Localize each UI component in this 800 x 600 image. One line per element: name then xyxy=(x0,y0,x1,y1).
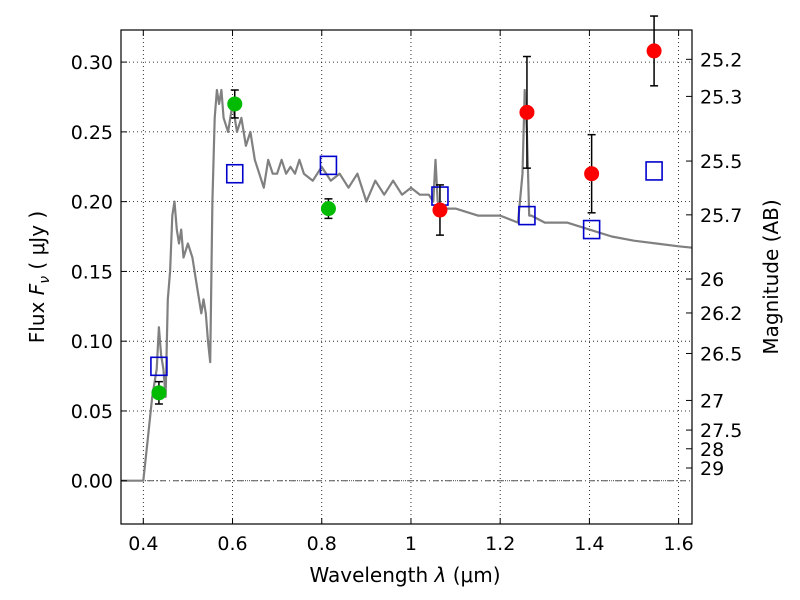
x-tick-label: 1.4 xyxy=(574,533,604,555)
y-tick-label: 0.30 xyxy=(71,52,113,74)
y-tick-label: 0.15 xyxy=(71,261,113,283)
y-tick-label: 0.20 xyxy=(71,192,113,214)
photometry-point xyxy=(584,166,600,182)
y-tick-label: 0.10 xyxy=(71,331,113,353)
x-tick-label: 1 xyxy=(405,533,417,555)
model-photometry-square xyxy=(225,163,244,184)
y2-tick-label: 29 xyxy=(700,458,724,480)
x-tick-label: 0.4 xyxy=(128,533,158,555)
y2-tick-label: 25.2 xyxy=(700,49,742,71)
x-tick-label: 0.8 xyxy=(307,533,337,555)
x-axis-label-text: Wavelength xyxy=(309,563,428,587)
y2-tick-label: 25.7 xyxy=(700,205,742,227)
model-photometry-square xyxy=(645,161,663,181)
y-axis-label: Flux Fν ( μJy ) xyxy=(25,211,53,343)
y-tick-label: 0.25 xyxy=(71,122,113,144)
y2-tick-label: 26.5 xyxy=(700,343,742,365)
model-photometry-square xyxy=(319,155,338,176)
spectrum-line xyxy=(121,88,693,482)
photometry-point xyxy=(320,201,336,217)
y2-tick-label: 26.2 xyxy=(700,303,742,325)
series-optical-photometry xyxy=(151,89,336,405)
photometry-point xyxy=(151,385,167,401)
y-tick-label: 0.00 xyxy=(71,471,113,493)
plot-layer xyxy=(121,15,693,482)
y2-tick-label: 27 xyxy=(700,390,724,412)
photometry-point xyxy=(432,202,448,218)
x-axis-label: Wavelength λ (μm) xyxy=(309,563,500,587)
x-axis-symbol: λ xyxy=(434,563,447,587)
y-tick-label: 0.05 xyxy=(71,401,113,423)
photometry-point xyxy=(519,104,535,120)
y2-tick-label: 25.3 xyxy=(700,86,742,108)
y-axis-symbol: F xyxy=(25,283,49,295)
y2-axis-label: Magnitude (AB) xyxy=(759,199,783,354)
x-axis-unit: (μm) xyxy=(453,563,501,587)
y-axis-label-text: Flux xyxy=(25,301,49,343)
x-tick-label: 0.6 xyxy=(217,533,247,555)
photometry-point xyxy=(227,96,243,112)
series-near-IR-photometry xyxy=(432,15,662,236)
y2-tick-label: 27.5 xyxy=(700,420,742,442)
model-photometry-square xyxy=(582,219,601,240)
x-tick-label: 1.2 xyxy=(485,533,515,555)
axis-ticks: 0.4 0.6 0.8 1 1.2 1.4 1.6 0.00 0.05 0.10 0.15 0.20 0… xyxy=(71,30,742,555)
x-tick-label: 1.6 xyxy=(664,533,694,555)
y-axis-unit: ( μJy ) xyxy=(25,211,49,270)
y-axis-subscript: ν xyxy=(37,276,53,284)
series-model-spectrum xyxy=(121,88,693,482)
plot-frame xyxy=(120,29,693,525)
y2-tick-label: 28 xyxy=(700,439,724,461)
photometry-point xyxy=(646,43,662,59)
y2-tick-label: 26 xyxy=(700,269,724,291)
y2-tick-label: 25.5 xyxy=(700,151,742,173)
model-photometry-square xyxy=(150,356,168,377)
model-photometry-square xyxy=(518,205,536,226)
